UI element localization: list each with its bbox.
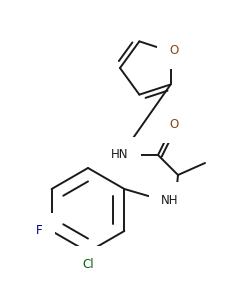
Text: HN: HN — [111, 149, 128, 162]
Text: O: O — [169, 119, 178, 132]
Text: Cl: Cl — [82, 258, 93, 271]
Text: NH: NH — [161, 194, 178, 207]
Text: F: F — [36, 224, 43, 237]
Text: O: O — [168, 44, 177, 57]
